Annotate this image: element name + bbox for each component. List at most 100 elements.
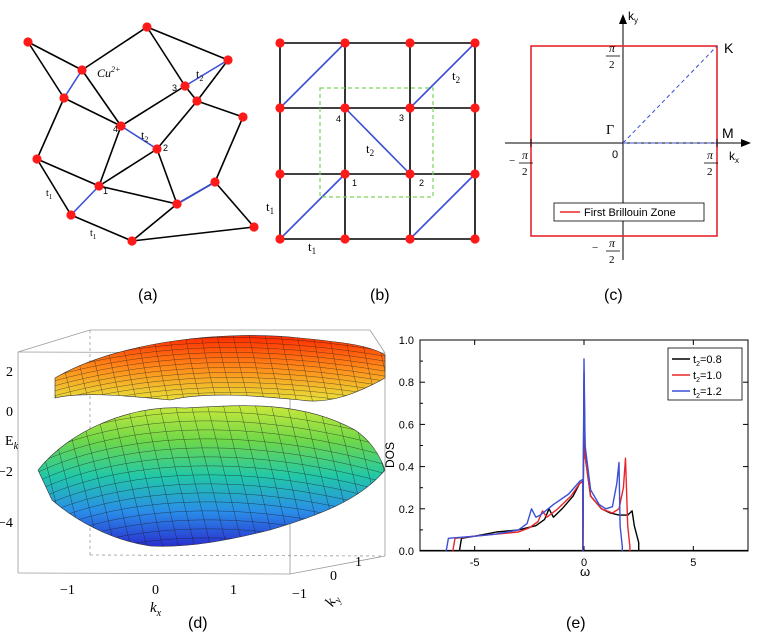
caption-c: (c) xyxy=(604,287,623,304)
kx-tick-labels: −1 0 1 xyxy=(60,583,237,598)
a-bond xyxy=(81,26,148,71)
tick-two: 2 xyxy=(522,166,528,178)
kx-tick: 0 xyxy=(152,583,159,598)
a-t1-label-bottom: t1 xyxy=(90,228,97,241)
a-bond xyxy=(98,148,158,187)
panel-d-band-surface: 2 0 −2 −4 Ek −1 0 1 kx −1 0 1 ky (d) xyxy=(0,329,386,632)
a-bond xyxy=(196,59,229,102)
cu-ion-label: Cu2+ xyxy=(97,65,120,80)
upper-mesh-line xyxy=(55,372,385,401)
legend-label-1.2: t2=1.2 xyxy=(693,386,722,400)
y-tick-label: 0.8 xyxy=(399,377,414,389)
a-t2-bond xyxy=(184,59,229,87)
b-t2-label-top: t2 xyxy=(452,68,460,85)
b-t2-label-center: t2 xyxy=(366,141,374,158)
a-bond xyxy=(36,158,100,187)
tick-two: 2 xyxy=(609,59,615,71)
lower-band-surface xyxy=(37,405,386,547)
dos-series-line xyxy=(458,381,640,551)
a-site xyxy=(59,93,69,103)
upper-mesh-line xyxy=(183,335,207,402)
lower-mesh-line xyxy=(38,456,385,495)
dos-ylabel: DOS xyxy=(383,442,397,468)
a-bond xyxy=(214,116,244,183)
a-bond xyxy=(120,85,186,127)
origin-zero: 0 xyxy=(612,149,618,161)
a-site xyxy=(238,112,248,122)
panel-a-lattice: Cu2+ 1 2 3 4 t2 t2 t1 t1 (a) xyxy=(23,22,259,304)
a-bond xyxy=(214,181,255,228)
bz-legend-label: First Brillouin Zone xyxy=(584,207,676,219)
a-bond xyxy=(36,158,72,216)
b-t1-label-bottom: t1 xyxy=(308,239,316,256)
b-site xyxy=(340,38,350,48)
upper-band-surface xyxy=(54,335,386,402)
ky-tick: 0 xyxy=(330,569,337,584)
tick-pi-over-2-right: π 2 xyxy=(704,148,718,178)
b-site-4: 4 xyxy=(336,114,341,124)
a-site-2: 2 xyxy=(163,143,168,153)
caption-b: (b) xyxy=(370,287,390,304)
bz-legend-box xyxy=(553,202,705,222)
d-ylabel: Ek xyxy=(5,434,19,452)
kx-tick: 1 xyxy=(230,583,237,598)
tick-pi: π xyxy=(609,41,616,55)
a-site xyxy=(66,210,76,220)
a-t2-bond xyxy=(120,125,158,150)
a-site xyxy=(116,121,126,131)
tick-pi-over-2-top: π 2 xyxy=(606,41,620,71)
tick-minus: − xyxy=(592,242,598,254)
a-site xyxy=(127,236,137,246)
b-site-3: 3 xyxy=(399,113,404,123)
panel-a-t2-bonds xyxy=(63,59,229,216)
panel-b-sites xyxy=(275,38,480,244)
lower-mesh-line xyxy=(38,438,385,477)
b-t1-label-left: t1 xyxy=(266,199,274,216)
ky-arrow xyxy=(619,14,627,24)
m-point-label: M xyxy=(722,125,734,141)
y-tick-label: 0.0 xyxy=(399,546,414,558)
dos-series xyxy=(420,358,748,551)
y-tick-label: 1.0 xyxy=(399,335,414,347)
a-bond xyxy=(146,26,186,87)
upper-mesh-line xyxy=(263,335,287,402)
tick-pi: π xyxy=(707,148,714,162)
tick-minus-pi-over-2-bottom: − π 2 xyxy=(592,236,620,266)
a-bond xyxy=(63,97,122,127)
panel-b-bonds xyxy=(279,42,476,240)
ky-tick-labels: −1 0 1 xyxy=(292,555,362,602)
a-bond xyxy=(156,100,198,150)
y-tick-label: 0.4 xyxy=(399,462,414,474)
kx-label: kx xyxy=(729,149,739,165)
lower-mesh-line xyxy=(38,429,385,468)
b-site xyxy=(340,103,350,113)
ky-label: ky xyxy=(628,9,638,25)
tick-pi: π xyxy=(609,236,616,250)
b-t2-bond xyxy=(279,173,346,240)
b-site xyxy=(470,103,480,113)
upper-mesh-line xyxy=(295,335,319,402)
tick-two: 2 xyxy=(609,254,615,266)
x-tick-label: 0 xyxy=(581,557,587,569)
kx-arrow xyxy=(741,139,751,147)
b-site xyxy=(275,169,285,179)
d-kylabel: ky xyxy=(322,591,344,611)
k-point-label: K xyxy=(724,40,734,56)
upper-mesh-line xyxy=(55,387,385,402)
ky-tick: 1 xyxy=(355,555,362,570)
a-site xyxy=(94,181,104,191)
panel-b-t2-bonds xyxy=(279,42,476,240)
upper-mesh-line xyxy=(247,335,271,402)
b-site xyxy=(470,169,480,179)
x-tick-label: 5 xyxy=(690,557,696,569)
upper-mesh-line xyxy=(55,367,385,396)
tick-minus: − xyxy=(509,155,515,167)
dos-xlabel: ω xyxy=(580,564,590,579)
panel-a-bonds xyxy=(27,26,255,242)
lower-mesh-line xyxy=(38,447,385,486)
z-tick: 2 xyxy=(6,365,13,380)
lower-mesh-line xyxy=(157,405,199,547)
a-site xyxy=(249,222,259,232)
legend-label-1.0: t2=1.0 xyxy=(693,370,722,384)
lower-mesh-line xyxy=(125,405,167,547)
